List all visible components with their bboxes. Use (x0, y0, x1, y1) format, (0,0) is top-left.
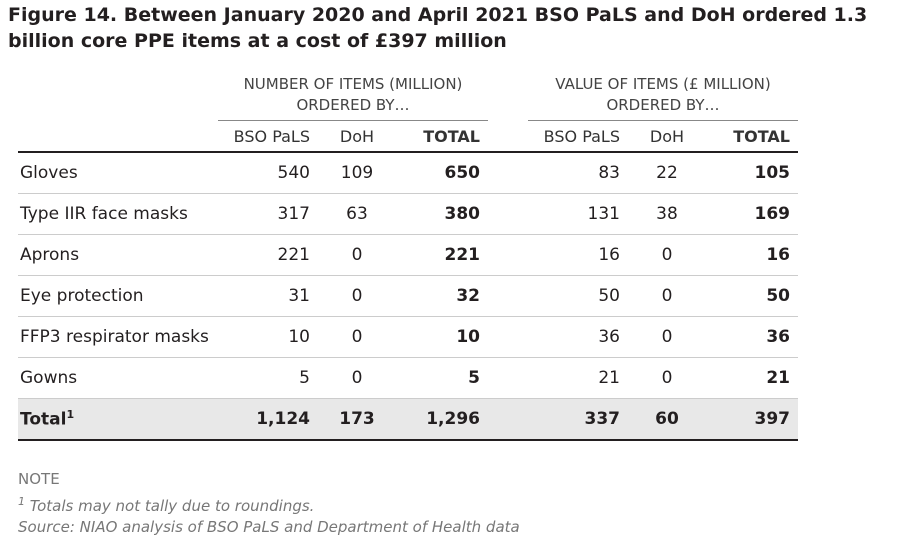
gap (488, 275, 528, 317)
column-header: DoH (318, 120, 396, 153)
cell: 50 (528, 275, 628, 317)
cell: 50 (706, 275, 798, 317)
row-label: Gowns (18, 357, 218, 399)
cell: 0 (318, 316, 396, 358)
column-header: DoH (628, 120, 706, 153)
footnote-text: Totals may not tally due to roundings. (29, 497, 315, 515)
ppe-table: NUMBER OF ITEMS (MILLION) ORDERED BY… VAL… (18, 74, 798, 441)
table-row: FFP3 respirator masks 10 0 10 36 0 36 (18, 316, 798, 358)
cell: 32 (396, 275, 488, 317)
gap (488, 234, 528, 276)
gap (488, 316, 528, 358)
cell: 21 (528, 357, 628, 399)
row-label: Type IIR face masks (18, 193, 218, 235)
row-label: Eye protection (18, 275, 218, 317)
cell: 650 (396, 152, 488, 194)
column-header: TOTAL (396, 120, 488, 153)
gap (488, 398, 528, 441)
table-row: Gowns 5 0 5 21 0 21 (18, 357, 798, 399)
cell: 5 (396, 357, 488, 399)
cell: 10 (218, 316, 318, 358)
cell: 16 (528, 234, 628, 276)
cell: 317 (218, 193, 318, 235)
row-label: Gloves (18, 152, 218, 194)
title: Figure 14. Between January 2020 and Apri… (8, 4, 868, 52)
row-label: Total1 (18, 398, 218, 441)
cell: 83 (528, 152, 628, 194)
cell: 109 (318, 152, 396, 194)
row-label: FFP3 respirator masks (18, 316, 218, 358)
cell: 221 (396, 234, 488, 276)
cell: 1,124 (218, 398, 318, 441)
group-header: NUMBER OF ITEMS (MILLION) ORDERED BY… (218, 74, 488, 121)
cell: 1,296 (396, 398, 488, 441)
cell: 10 (396, 316, 488, 358)
cell: 31 (218, 275, 318, 317)
column-header: BSO PaLS (218, 120, 318, 153)
column-header: TOTAL (706, 120, 798, 153)
table-row: Type IIR face masks 317 63 380 131 38 169 (18, 193, 798, 235)
footnote-marker: 1 (18, 495, 25, 508)
cell: 0 (628, 316, 706, 358)
cell: 221 (218, 234, 318, 276)
cell: 22 (628, 152, 706, 194)
cell: 0 (318, 234, 396, 276)
cell: 105 (706, 152, 798, 194)
source: Source: NIAO analysis of BSO PaLS and De… (18, 518, 520, 536)
cell: 0 (318, 357, 396, 399)
note-heading: NOTE (18, 470, 60, 488)
gap (488, 193, 528, 235)
group-header: VALUE OF ITEMS (£ MILLION) ORDERED BY… (528, 74, 798, 121)
cell: 21 (706, 357, 798, 399)
cell: 337 (528, 398, 628, 441)
cell: 38 (628, 193, 706, 235)
cell: 36 (706, 316, 798, 358)
cell: 0 (628, 234, 706, 276)
footnote-marker: 1 (66, 408, 75, 422)
cell: 16 (706, 234, 798, 276)
cell: 63 (318, 193, 396, 235)
cell: 0 (628, 357, 706, 399)
table-row: Aprons 221 0 221 16 0 16 (18, 234, 798, 276)
cell: 169 (706, 193, 798, 235)
cell: 0 (318, 275, 396, 317)
gap (488, 152, 528, 194)
column-header: BSO PaLS (528, 120, 628, 153)
table-row: Gloves 540 109 650 83 22 105 (18, 152, 798, 194)
gap (488, 357, 528, 399)
total-row: Total1 1,124 173 1,296 337 60 397 (18, 398, 798, 441)
cell: 36 (528, 316, 628, 358)
cell: 131 (528, 193, 628, 235)
cell: 0 (628, 275, 706, 317)
table-row: Eye protection 31 0 32 50 0 50 (18, 275, 798, 317)
total-label: Total (20, 409, 67, 430)
gap (488, 120, 528, 153)
cell: 380 (396, 193, 488, 235)
cell: 397 (706, 398, 798, 441)
row-label: Aprons (18, 234, 218, 276)
cell: 60 (628, 398, 706, 441)
footnote: 1 Totals may not tally due to roundings. (18, 495, 314, 515)
cell: 540 (218, 152, 318, 194)
cell: 173 (318, 398, 396, 441)
cell: 5 (218, 357, 318, 399)
